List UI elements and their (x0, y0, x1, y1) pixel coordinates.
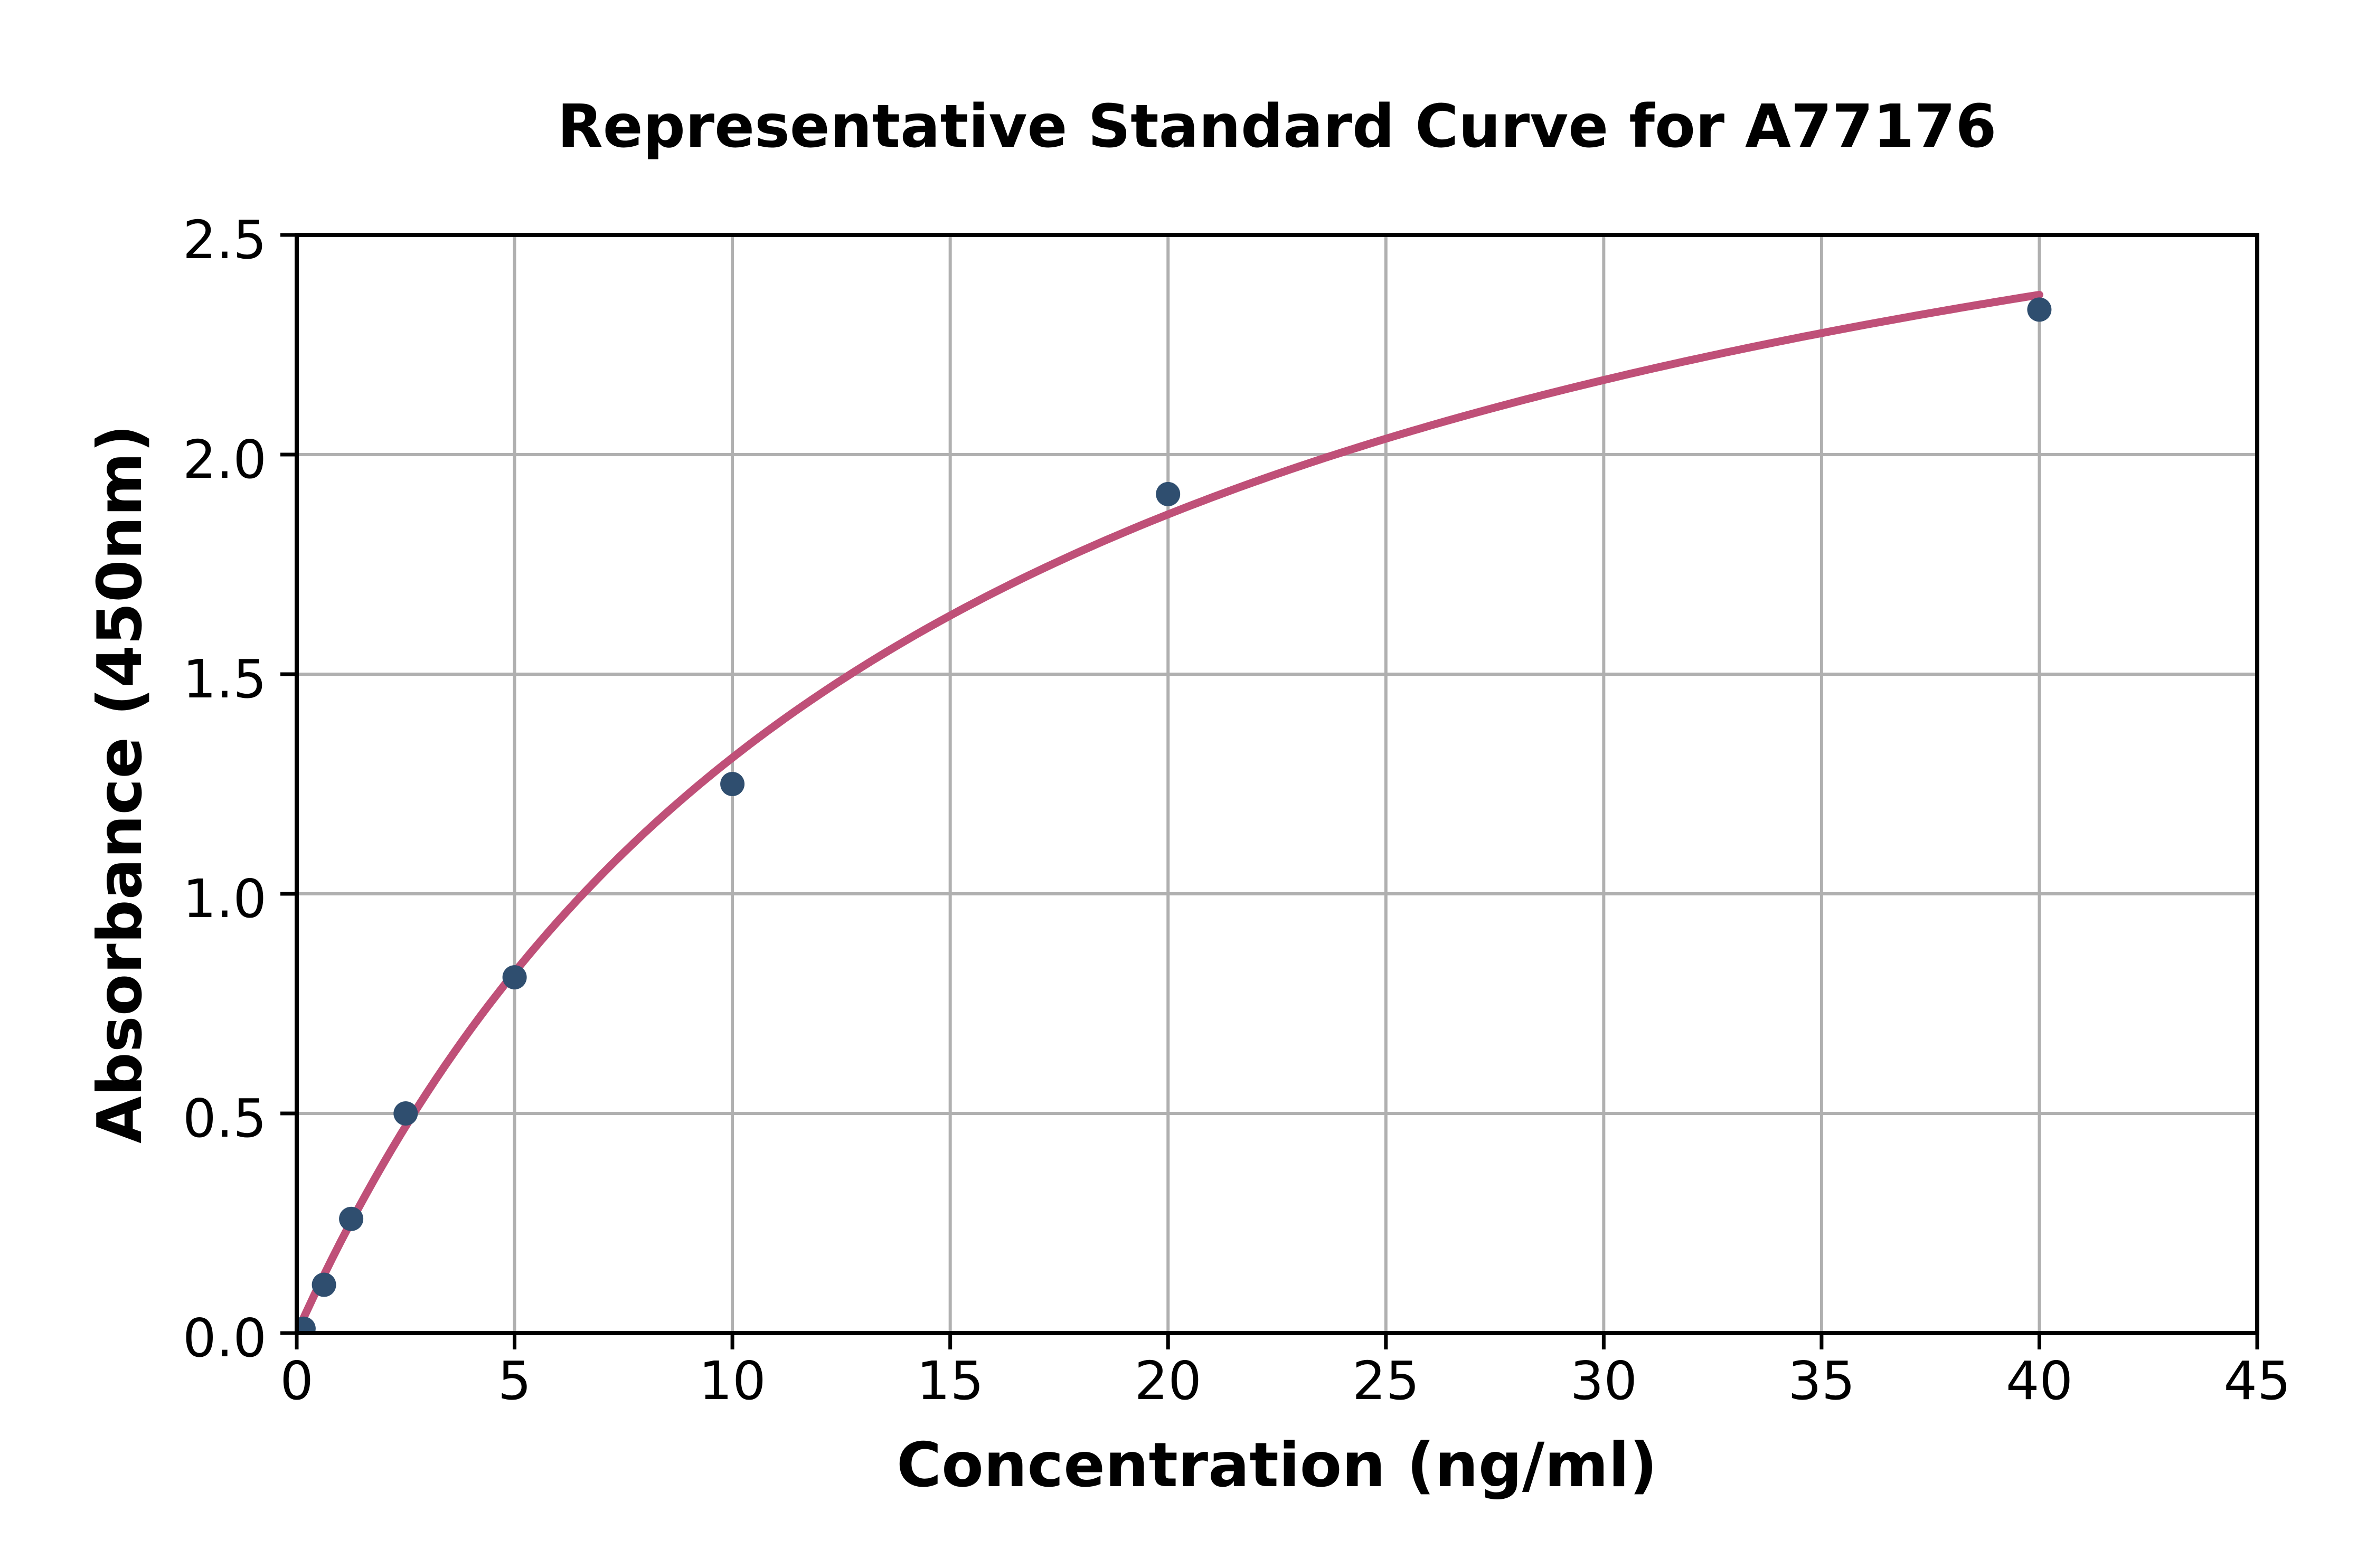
y-tick-label: 0.0 (182, 1307, 267, 1369)
data-point (339, 1206, 364, 1231)
x-tick-label: 30 (1570, 1350, 1637, 1412)
data-point (312, 1272, 336, 1297)
data-point (393, 1101, 418, 1126)
y-tick-label: 1.0 (182, 868, 267, 930)
chart-title: Representative Standard Curve for A77176 (557, 92, 1997, 161)
y-tick-label: 0.5 (182, 1088, 267, 1149)
data-point (1156, 481, 1181, 506)
plot-spines (295, 233, 2259, 1335)
y-tick-label: 2.5 (182, 209, 267, 271)
data-point (297, 1316, 316, 1333)
y-tick-label: 2.0 (182, 429, 267, 490)
data-point (502, 965, 527, 990)
x-tick-label: 25 (1352, 1350, 1420, 1412)
x-tick-label: 35 (1788, 1350, 1855, 1412)
data-point (720, 772, 745, 796)
x-tick-label: 40 (2005, 1350, 2073, 1412)
y-tick-label: 1.5 (182, 648, 267, 710)
x-axis-label: Concentration (ng/ml) (897, 1430, 1657, 1501)
x-tick-label: 10 (699, 1350, 766, 1412)
fit-curve (297, 290, 2043, 1333)
x-tick-label: 5 (497, 1350, 532, 1412)
x-tick-label: 45 (2223, 1350, 2291, 1412)
x-tick-label: 20 (1134, 1350, 1202, 1412)
data-point (2027, 297, 2052, 322)
x-tick-label: 15 (917, 1350, 984, 1412)
x-tick-label: 0 (280, 1350, 314, 1412)
y-axis-label: Absorbance (450nm) (84, 424, 156, 1144)
